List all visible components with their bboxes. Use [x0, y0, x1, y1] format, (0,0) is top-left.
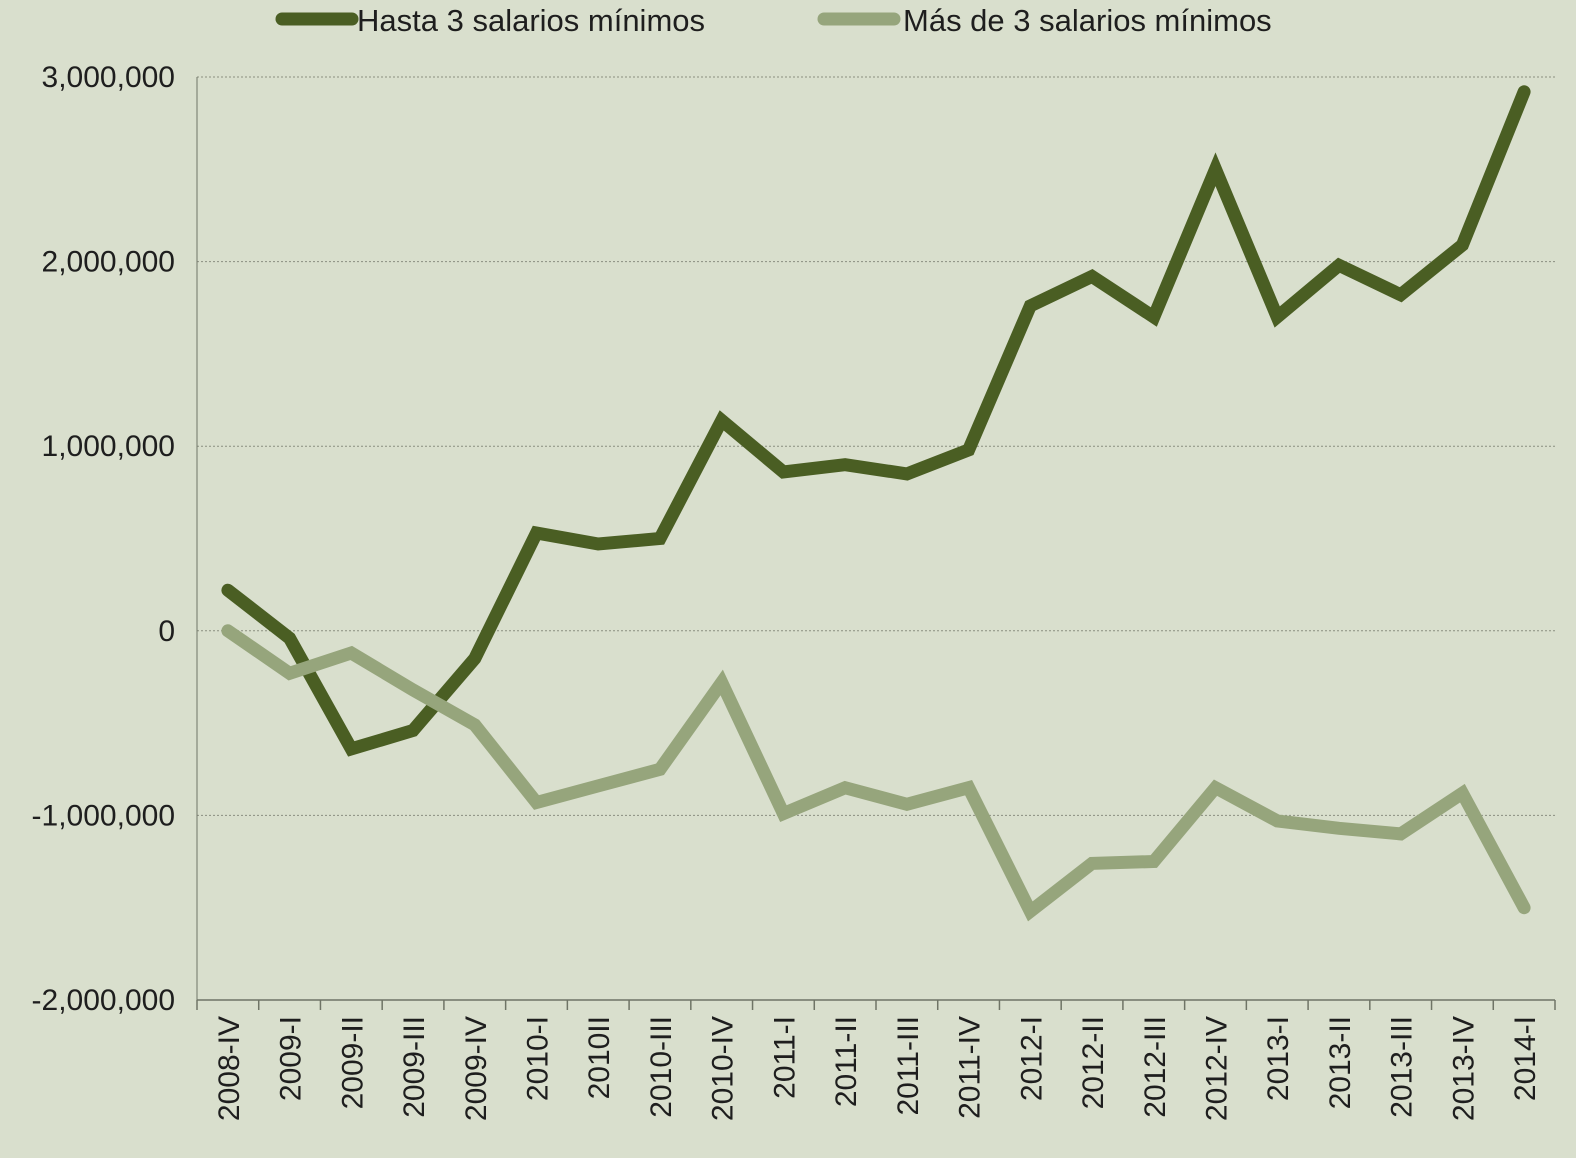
x-tick-label: 2009-III — [398, 1016, 431, 1118]
y-tick-label: 1,000,000 — [42, 430, 175, 463]
y-tick-label: -1,000,000 — [32, 799, 175, 832]
x-tick-label: 2009-I — [275, 1016, 308, 1101]
x-tick-label: 2008-IV — [213, 1016, 246, 1121]
x-axis-ticks: 2008-IV 2009-I 2009-II 2009-III 2009-IV 2010-… — [213, 1016, 1542, 1121]
y-tick-label: -2,000,000 — [32, 984, 175, 1017]
x-tick-label: 2011-III — [892, 1016, 925, 1116]
y-tick-label: 2,000,000 — [42, 246, 175, 279]
series-line-2 — [221, 624, 1531, 922]
x-tick-label: 2009-IV — [460, 1016, 493, 1121]
gridlines — [197, 76, 1555, 816]
axes — [196, 77, 1556, 1010]
x-tick-label: 2013-II — [1324, 1016, 1357, 1109]
y-tick-label: 0 — [158, 615, 175, 648]
x-tick-label: 2009-II — [336, 1016, 369, 1109]
x-tick-label: 2011-II — [830, 1016, 863, 1107]
series-line-1 — [221, 85, 1531, 757]
y-tick-label: 3,000,000 — [42, 61, 175, 94]
series-lines — [221, 85, 1531, 922]
legend: Hasta 3 salarios mínimos Más de 3 salario… — [275, 3, 1272, 38]
legend-label-2: Más de 3 salarios mínimos — [903, 3, 1272, 38]
x-tick-label: 2010-I — [522, 1016, 555, 1101]
x-tick-label: 2014-I — [1509, 1016, 1542, 1101]
x-tick-label: 2011-I — [768, 1016, 801, 1099]
x-tick-label: 2010-III — [645, 1016, 678, 1118]
legend-label-1: Hasta 3 salarios mínimos — [357, 3, 705, 38]
y-axis-ticks: 3,000,000 2,000,000 1,000,000 0 -1,000,000 -2… — [32, 61, 175, 1017]
x-tick-label: 2010II — [583, 1016, 616, 1099]
x-tick-label: 2012-III — [1139, 1016, 1172, 1118]
x-tick-label: 2013-III — [1386, 1016, 1419, 1118]
x-tick-label: 2011-IV — [954, 1016, 987, 1119]
x-tick-label: 2010-IV — [707, 1016, 740, 1121]
x-tick-label: 2012-II — [1077, 1016, 1110, 1109]
x-tick-label: 2012-I — [1015, 1016, 1048, 1101]
x-tick-label: 2012-IV — [1201, 1016, 1234, 1121]
x-tick-label: 2013-I — [1262, 1016, 1295, 1101]
x-tick-label: 2013-IV — [1447, 1016, 1480, 1121]
